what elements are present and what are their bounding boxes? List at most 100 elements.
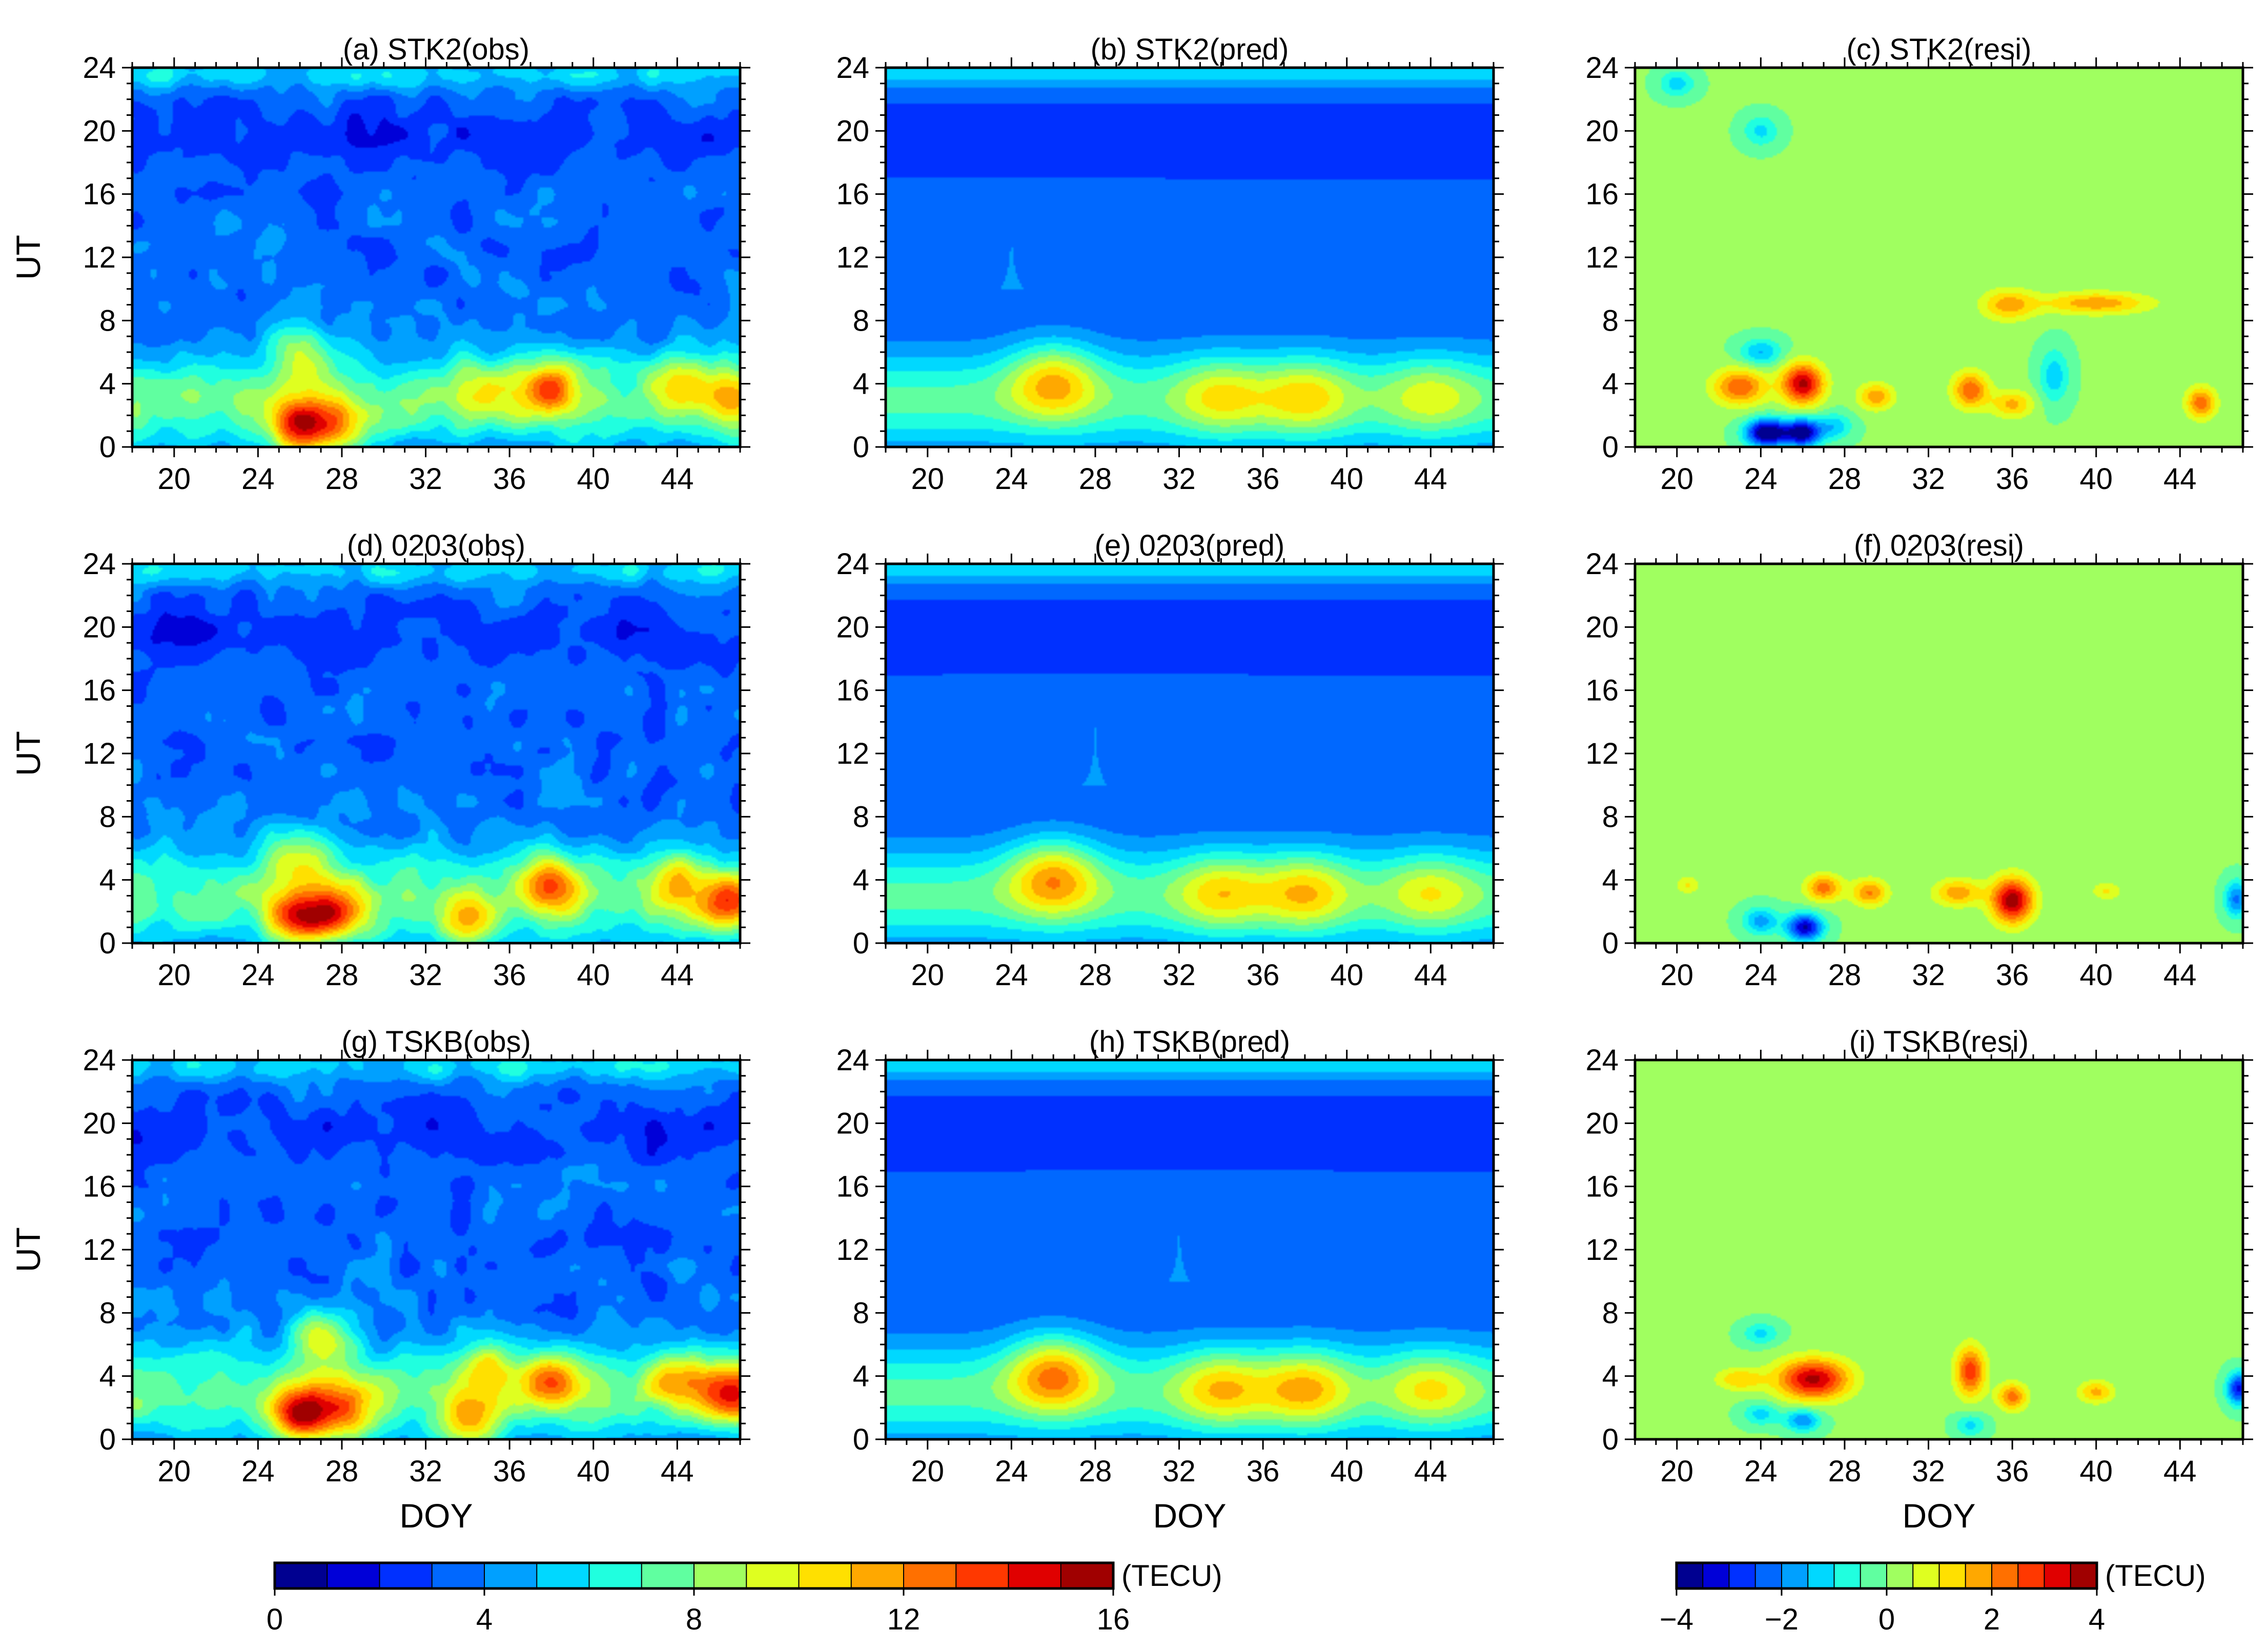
y-tick-label: 8 [1602, 304, 1619, 337]
x-tick-label: 36 [1996, 959, 2029, 992]
y-tick-label: 0 [1602, 927, 1619, 960]
x-tick-label: 36 [1247, 959, 1280, 992]
panel-tskb-pred: (h) TSKB(pred) 0 4 8 12 16 20 24 20 24 28 32 36 40 44 D… [836, 1025, 1504, 1535]
y-tick-label: 12 [83, 737, 116, 770]
contour-field [886, 68, 1494, 447]
x-tick-label: 24 [1744, 959, 1777, 992]
colorbar-residual: −4 −2 0 2 4(TECU) [1660, 1559, 2206, 1636]
x-tick-label: 32 [1162, 462, 1196, 496]
x-tick-label: 24 [241, 1455, 275, 1488]
colorbar-swatch [641, 1563, 694, 1588]
y-tick-label: 8 [853, 304, 869, 337]
x-tick-label: 28 [1828, 1455, 1862, 1488]
x-tick-label: 20 [1661, 462, 1694, 496]
y-tick-label: 8 [1602, 1296, 1619, 1330]
x-tick-label: 40 [577, 959, 610, 992]
y-tick-label: 24 [83, 51, 116, 85]
y-tick-label: 16 [1585, 1170, 1619, 1204]
y-tick-label: 8 [1602, 800, 1619, 833]
colorbar-tick-label: 16 [1097, 1603, 1130, 1636]
y-tick-label: 0 [853, 927, 869, 960]
plot-frame [131, 66, 742, 449]
y-tick-label: 16 [836, 178, 869, 211]
x-tick-label: 28 [325, 959, 359, 992]
panel-0203-obs: (d) 0203(obs) 0 4 8 12 16 20 24 20 24 28 32 36 40 44 UT [9, 529, 750, 992]
y-tick-label: 16 [836, 1170, 869, 1204]
plot-frame [1633, 1058, 2244, 1441]
y-tick-label: 0 [853, 1423, 869, 1456]
x-tick-label: 40 [2079, 959, 2113, 992]
contour-field [886, 1060, 1494, 1439]
colorbar-tick-label: 8 [686, 1603, 702, 1636]
x-tick-label: 36 [1247, 1455, 1280, 1488]
x-tick-label: 20 [911, 959, 945, 992]
x-tick-label: 32 [1912, 1455, 1945, 1488]
x-tick-label: 36 [1996, 1455, 2029, 1488]
panel-tskb-obs: (g) TSKB(obs) 0 4 8 12 16 20 24 20 24 28 32 36 40 44 UT… [9, 1025, 750, 1535]
x-tick-label: 40 [577, 462, 610, 496]
colorbar-swatch [746, 1563, 799, 1588]
panel-stk2-obs: (a) STK2(obs) 0 4 8 12 16 20 24 20 24 28 32 36 40 44 UT [9, 33, 750, 496]
colorbar-swatch [1992, 1563, 2018, 1588]
y-tick-label: 0 [99, 927, 116, 960]
x-tick-label: 44 [2163, 1455, 2197, 1488]
y-tick-label: 20 [836, 114, 869, 148]
x-tick-label: 28 [1079, 462, 1112, 496]
y-tick-label: 12 [1585, 241, 1619, 274]
y-axis-label: UT [9, 235, 47, 280]
y-tick-label: 4 [853, 864, 869, 897]
contour-field [886, 564, 1494, 943]
y-tick-label: 12 [83, 1233, 116, 1267]
colorbar-swatch [2044, 1563, 2071, 1588]
colorbar-tick-label: 12 [887, 1603, 921, 1636]
contour-field [1635, 68, 2243, 447]
x-tick-label: 40 [2079, 462, 2113, 496]
y-tick-label: 16 [1585, 178, 1619, 211]
colorbars: 0 4 8 12 16(TECU)−4 −2 0 2 4(TECU) [267, 1559, 2206, 1636]
x-tick-label: 44 [2163, 462, 2197, 496]
y-tick-label: 8 [853, 800, 869, 833]
y-tick-label: 8 [99, 1296, 116, 1330]
y-tick-label: 8 [99, 800, 116, 833]
y-tick-label: 24 [83, 1044, 116, 1077]
x-tick-label: 36 [493, 462, 526, 496]
x-tick-label: 28 [1079, 959, 1112, 992]
x-tick-label: 20 [158, 959, 191, 992]
colorbar-unit: (TECU) [2105, 1559, 2206, 1593]
x-tick-label: 24 [241, 462, 275, 496]
contour-field [1635, 564, 2243, 943]
colorbar-swatch [1677, 1563, 1703, 1588]
y-tick-label: 20 [836, 610, 869, 644]
y-tick-label: 0 [99, 431, 116, 464]
colorbar-swatch [1834, 1563, 1861, 1588]
y-tick-label: 24 [1585, 1044, 1619, 1077]
colorbar-swatch [275, 1563, 328, 1588]
y-tick-label: 4 [99, 368, 116, 401]
y-axis-label: UT [9, 1227, 47, 1272]
plot-frame [1633, 66, 2244, 449]
y-tick-label: 24 [836, 1044, 869, 1077]
x-tick-label: 32 [1162, 1455, 1196, 1488]
plot-frame [884, 66, 1495, 449]
colorbar-swatch [1887, 1563, 1913, 1588]
y-tick-label: 20 [83, 114, 116, 148]
panel-stk2-resi: (c) STK2(resi) 0 4 8 12 16 20 24 20 24 28 32 36 40 44 [1585, 33, 2253, 496]
colorbar-swatch [1060, 1563, 1114, 1588]
x-tick-label: 36 [1996, 462, 2029, 496]
colorbar-swatch [799, 1563, 852, 1588]
colorbar-swatch [956, 1563, 1009, 1588]
panel-0203-resi: (f) 0203(resi) 0 4 8 12 16 20 24 20 24 28 32 36 40 44 [1585, 529, 2253, 992]
x-tick-label: 44 [1414, 1455, 1447, 1488]
y-tick-label: 20 [1585, 610, 1619, 644]
y-tick-label: 16 [83, 1170, 116, 1204]
contour-field [132, 1060, 740, 1439]
colorbar-swatch [1782, 1563, 1808, 1588]
x-tick-label: 32 [409, 462, 442, 496]
y-tick-label: 20 [83, 1107, 116, 1140]
y-tick-label: 24 [1585, 547, 1619, 581]
x-tick-label: 24 [995, 959, 1028, 992]
y-tick-label: 20 [836, 1107, 869, 1140]
panel-title: (i) TSKB(resi) [1849, 1025, 2029, 1058]
